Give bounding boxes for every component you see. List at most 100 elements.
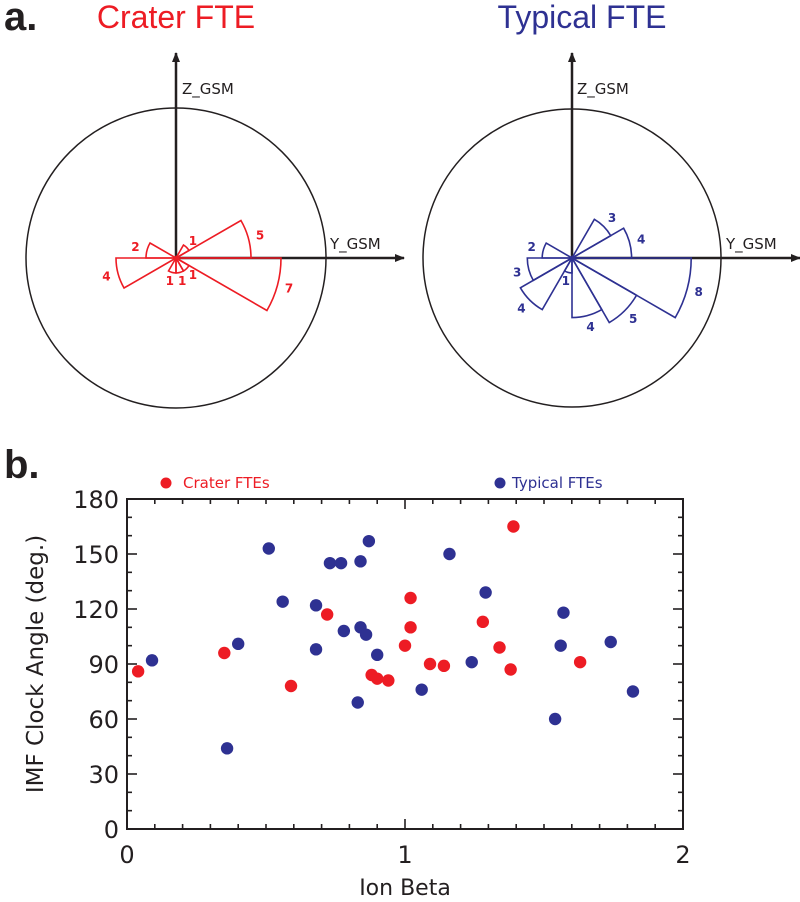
data-point-typical [145, 654, 159, 667]
rose-crater-y-label: Y_GSM [329, 235, 381, 254]
data-point-typical [479, 586, 492, 599]
data-point-typical [323, 556, 337, 570]
data-point-typical [337, 624, 351, 638]
y-tick-label: 180 [73, 486, 119, 514]
rose-sector-count-label: 5 [629, 312, 637, 326]
rose-crater-title: Crater FTE [97, 0, 255, 35]
panel-b-label: b. [4, 443, 40, 487]
legend-label-typical: Typical FTEs [511, 474, 603, 492]
data-point-crater [218, 646, 231, 660]
data-point-crater [507, 520, 520, 533]
rose-sector-count-label: 1 [562, 274, 570, 288]
rose-sector-count-label: 4 [517, 302, 525, 316]
rose-typical-z-label: Z_GSM [577, 80, 629, 99]
data-point-typical [548, 712, 562, 726]
data-point-typical [371, 648, 384, 662]
rose-crater-z-label: Z_GSM [182, 80, 234, 99]
data-point-typical [262, 542, 275, 555]
legend-label-crater: Crater FTEs [183, 474, 270, 492]
rose-sector [173, 243, 191, 261]
rose-sector [145, 241, 179, 259]
y-axis-title: IMF Clock Angle (deg.) [23, 535, 49, 793]
rose-sector-count-label: 4 [586, 320, 594, 334]
data-point-typical [443, 547, 456, 561]
data-point-crater [423, 657, 437, 671]
y-tick-label: 120 [73, 596, 119, 624]
data-point-crater [437, 659, 451, 673]
y-tick-label: 60 [88, 706, 119, 734]
y-tick-label: 30 [88, 761, 119, 789]
rose-sector-count-label: 4 [102, 270, 110, 284]
data-point-typical [276, 595, 289, 608]
data-point-typical [604, 635, 617, 649]
rose-sector-count-label: 3 [608, 211, 616, 225]
rose-sector-count-label: 1 [189, 234, 197, 248]
data-point-crater [404, 621, 417, 634]
rose-sector-count-label: 2 [131, 240, 139, 254]
rose-typical-title: Typical FTE [498, 0, 667, 35]
data-point-typical [362, 534, 376, 548]
data-point-crater [573, 655, 587, 669]
x-tick-label: 1 [397, 841, 412, 869]
y-tick-label: 150 [73, 541, 119, 569]
rose-sector-count-label: 7 [285, 281, 293, 295]
plot-frame [126, 498, 684, 830]
panel-a-label: a. [4, 0, 37, 39]
rose-sector [519, 255, 575, 311]
data-point-typical [334, 556, 348, 570]
data-point-crater [371, 672, 384, 685]
data-point-typical [557, 606, 570, 619]
data-point-typical [626, 685, 640, 698]
rose-sector-count-label: 8 [695, 285, 703, 299]
rose-sector-count-label: 1 [178, 274, 186, 288]
x-axis-title: Ion Beta [359, 876, 451, 901]
data-point-typical [232, 637, 245, 651]
data-point-crater [284, 679, 298, 693]
rose-sector [173, 257, 282, 312]
data-point-crater [131, 665, 145, 678]
rose-typical-y-label: Y_GSM [725, 235, 777, 254]
data-point-typical [351, 696, 364, 709]
rose-sector-count-label: 2 [527, 240, 535, 254]
data-point-typical [220, 742, 234, 755]
rose-sector [541, 242, 575, 259]
y-tick-label: 0 [104, 816, 119, 844]
data-point-typical [415, 683, 428, 696]
data-point-crater [493, 641, 506, 654]
data-point-typical [309, 599, 323, 612]
data-point-typical [554, 639, 567, 652]
legend-marker-typical [494, 477, 506, 489]
rose-sector-count-label: 3 [513, 266, 521, 280]
y-tick-label: 90 [88, 651, 119, 679]
data-point-crater [382, 674, 395, 687]
rose-sector-count-label: 1 [189, 268, 197, 282]
data-point-typical [309, 643, 323, 656]
x-tick-label: 0 [119, 841, 134, 869]
x-tick-label: 2 [675, 841, 690, 869]
scatter-plot: Crater FTEs Typical FTEs 0 1 2030609012015… [23, 474, 691, 901]
rose-sector-count-label: 5 [256, 228, 264, 242]
data-point-crater [476, 615, 490, 629]
data-point-crater [320, 608, 334, 621]
rose-sector-count-label: 1 [166, 274, 174, 288]
axis-ticks [126, 498, 684, 830]
data-point-typical [465, 655, 478, 669]
legend-marker-crater [160, 477, 172, 489]
data-point-crater [398, 639, 412, 652]
data-point-typical [354, 555, 367, 568]
rose-sector [115, 257, 179, 290]
rose-sector-count-label: 4 [637, 232, 645, 246]
data-point-crater [504, 663, 517, 676]
legend: Crater FTEs Typical FTEs [160, 474, 603, 492]
data-points [131, 520, 640, 755]
rose-sector [569, 257, 693, 319]
data-point-typical [359, 628, 373, 641]
data-point-crater [404, 591, 417, 605]
rose-sector [569, 218, 612, 261]
